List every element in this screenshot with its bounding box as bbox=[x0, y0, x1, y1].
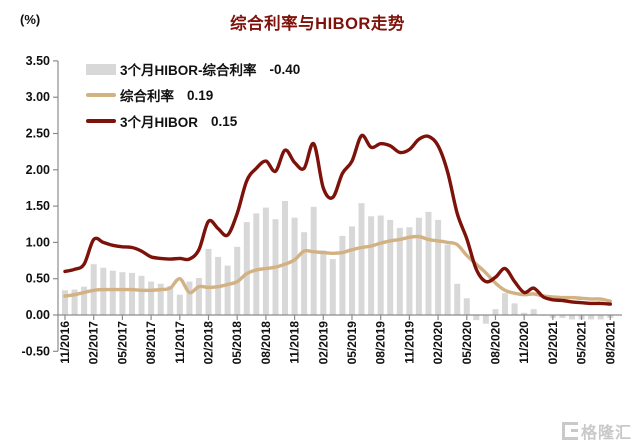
svg-text:11/2019: 11/2019 bbox=[402, 321, 416, 364]
svg-text:1.50: 1.50 bbox=[26, 199, 50, 213]
svg-text:08/2021: 08/2021 bbox=[603, 321, 617, 365]
svg-text:05/2018: 05/2018 bbox=[230, 321, 244, 365]
svg-text:02/2020: 02/2020 bbox=[431, 321, 445, 365]
legend-item-hibor: 3个月HIBOR 0.15 bbox=[86, 111, 300, 131]
svg-text:02/2017: 02/2017 bbox=[87, 321, 101, 365]
svg-text:0.00: 0.00 bbox=[26, 308, 50, 322]
watermark-text: 格隆汇 bbox=[580, 425, 632, 442]
legend-label: 3个月HIBOR bbox=[120, 115, 199, 130]
svg-text:08/2017: 08/2017 bbox=[144, 321, 158, 365]
line-series-composite-rate bbox=[63, 234, 612, 303]
bar-series-spread bbox=[62, 201, 614, 324]
legend-value: 0.15 bbox=[211, 113, 238, 129]
svg-text:0.50: 0.50 bbox=[26, 272, 50, 286]
svg-text:2.00: 2.00 bbox=[26, 163, 50, 177]
legend-value: -0.40 bbox=[269, 61, 301, 77]
svg-text:05/2019: 05/2019 bbox=[345, 321, 359, 365]
gelonghui-logo-icon bbox=[561, 422, 578, 440]
legend-bar-swatch bbox=[86, 63, 116, 75]
svg-text:11/2018: 11/2018 bbox=[288, 321, 302, 364]
svg-text:05/2020: 05/2020 bbox=[460, 321, 474, 365]
svg-text:02/2019: 02/2019 bbox=[316, 321, 330, 365]
axes: 3.50 3.00 2.50 2.00 1.50 1.00 0.50 0.00 -0.50 11/… bbox=[22, 54, 622, 365]
svg-text:05/2021: 05/2021 bbox=[575, 321, 589, 365]
legend-item-composite-rate: 综合利率 0.19 bbox=[86, 85, 300, 105]
legend-line-swatch-red bbox=[86, 119, 116, 123]
svg-text:08/2019: 08/2019 bbox=[374, 321, 388, 365]
chart-legend: 3个月HIBOR-综合利率 -0.40 综合利率 0.19 3个月HIBOR 0… bbox=[86, 59, 300, 131]
watermark: 格隆汇 bbox=[561, 419, 632, 443]
y-axis-unit-label: (%) bbox=[20, 12, 41, 27]
svg-text:08/2020: 08/2020 bbox=[488, 321, 502, 365]
legend-value: 0.19 bbox=[187, 87, 214, 103]
legend-label: 综合利率 bbox=[120, 89, 174, 104]
svg-text:02/2018: 02/2018 bbox=[201, 321, 215, 365]
svg-text:11/2020: 11/2020 bbox=[517, 321, 531, 364]
svg-text:3.00: 3.00 bbox=[26, 90, 50, 104]
svg-text:05/2017: 05/2017 bbox=[115, 321, 129, 365]
svg-text:11/2017: 11/2017 bbox=[173, 321, 187, 364]
svg-text:3.50: 3.50 bbox=[26, 54, 50, 68]
svg-text:02/2021: 02/2021 bbox=[546, 321, 560, 365]
chart-title: 综合利率与HIBOR走势 bbox=[230, 15, 405, 33]
legend-line-swatch-tan bbox=[86, 93, 116, 97]
legend-label: 3个月HIBOR-综合利率 bbox=[120, 63, 257, 78]
svg-text:2.50: 2.50 bbox=[26, 127, 50, 141]
svg-text:1.00: 1.00 bbox=[26, 235, 50, 249]
svg-text:11/2016: 11/2016 bbox=[58, 321, 72, 364]
svg-text:08/2018: 08/2018 bbox=[259, 321, 273, 365]
svg-text:-0.50: -0.50 bbox=[22, 344, 51, 358]
line-series-3m-hibor bbox=[63, 133, 612, 306]
legend-item-spread: 3个月HIBOR-综合利率 -0.40 bbox=[86, 59, 300, 79]
